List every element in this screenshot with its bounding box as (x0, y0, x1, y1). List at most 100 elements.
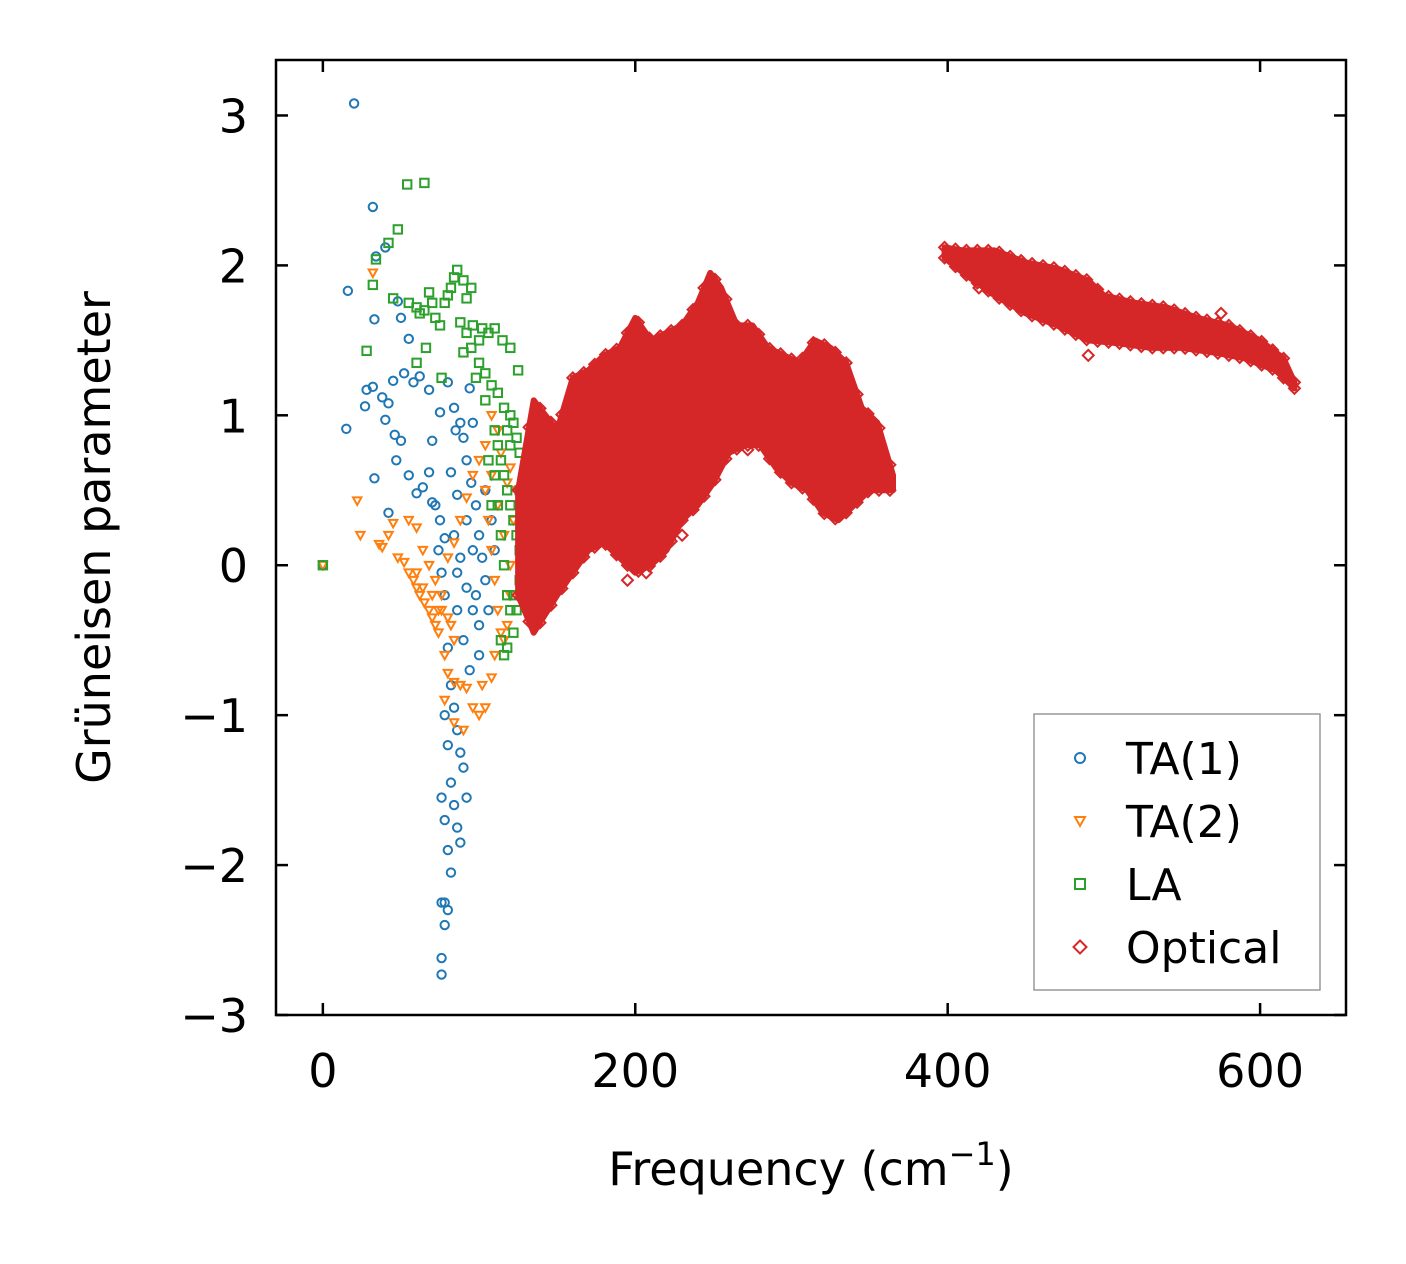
data-point (473, 710, 485, 722)
data-point (576, 365, 591, 380)
data-point (411, 357, 422, 369)
data-point (342, 285, 354, 297)
data-point (505, 440, 516, 451)
data-point (470, 500, 482, 511)
data-point (1145, 298, 1160, 313)
data-point (441, 613, 454, 624)
data-point (817, 506, 832, 521)
data-point (817, 337, 832, 352)
data-point (1276, 370, 1291, 385)
data-point (1081, 348, 1096, 363)
data-point (411, 488, 422, 499)
y-tick-label: 3 (219, 89, 248, 143)
x-tick-label: 600 (1216, 1044, 1304, 1098)
data-point (436, 792, 447, 803)
data-point (417, 482, 429, 493)
data-point (367, 201, 379, 213)
data-point (697, 489, 711, 504)
data-point (482, 515, 495, 527)
data-point (420, 342, 432, 354)
legend-marker-la (1074, 878, 1086, 890)
data-point (498, 649, 510, 661)
data-point (369, 473, 380, 484)
data-point (442, 642, 454, 653)
data-point (416, 545, 429, 557)
data-point (489, 425, 500, 436)
data-point (773, 465, 788, 480)
data-point (492, 500, 504, 511)
data-point (435, 590, 448, 602)
data-point (505, 605, 516, 616)
x-tick-label: 400 (904, 1044, 992, 1098)
data-point (1189, 310, 1203, 325)
data-point (1014, 253, 1028, 268)
data-point (1167, 340, 1182, 355)
data-point (370, 251, 382, 262)
data-point (795, 351, 810, 366)
data-point (1276, 351, 1291, 366)
data-point (466, 477, 477, 488)
data-point (429, 575, 442, 587)
data-point (461, 792, 472, 803)
data-point (436, 969, 447, 980)
data-point (806, 335, 821, 350)
data-point (467, 605, 479, 616)
data-point (458, 432, 469, 444)
data-point (402, 515, 415, 527)
data-point (522, 420, 536, 435)
data-point (479, 485, 492, 497)
data-point (554, 581, 569, 596)
data-point (597, 531, 611, 546)
data-point (448, 530, 460, 541)
data-point (834, 501, 849, 516)
data-point (1243, 353, 1258, 368)
y-tick-label: −2 (180, 839, 248, 893)
y-tick-label: 2 (219, 239, 248, 293)
data-point (1265, 343, 1280, 357)
data-point (486, 500, 497, 511)
series-la (317, 177, 532, 661)
data-point (451, 605, 463, 616)
data-point (476, 552, 488, 563)
data-point (441, 668, 454, 680)
data-point (369, 314, 380, 325)
data-point (429, 620, 442, 632)
data-point (442, 904, 454, 916)
data-point (485, 410, 498, 422)
data-point (438, 650, 451, 662)
data-point (460, 493, 473, 505)
x-axis-label-main: Frequency (cm (608, 1142, 948, 1196)
data-point (675, 318, 690, 333)
data-point (419, 177, 430, 189)
data-point (883, 483, 897, 498)
data-point (970, 276, 985, 290)
data-point (1178, 341, 1192, 356)
data-point (448, 718, 460, 729)
data-point (501, 620, 514, 632)
data-point (795, 481, 810, 495)
data-point (504, 463, 517, 475)
data-point (554, 407, 569, 422)
data-point (359, 401, 371, 412)
y-tick-label: −1 (180, 689, 248, 743)
data-point (633, 322, 647, 337)
data-point (495, 628, 507, 639)
data-point (423, 605, 435, 617)
data-point (480, 368, 491, 379)
data-point (686, 502, 700, 517)
data-point (1025, 256, 1039, 271)
data-point (675, 513, 690, 528)
optical-band-1 (515, 269, 897, 636)
data-point (861, 484, 875, 499)
data-point (466, 282, 477, 294)
data-point (1090, 282, 1105, 297)
data-point (451, 264, 463, 276)
data-point (1036, 313, 1050, 327)
data-point (445, 777, 457, 788)
data-point (455, 552, 466, 563)
x-axis-label: Frequency (cm−1) (608, 1135, 1013, 1196)
data-point (448, 538, 460, 550)
data-point (436, 897, 447, 908)
data-point (675, 528, 690, 543)
series-optical (511, 240, 1302, 636)
